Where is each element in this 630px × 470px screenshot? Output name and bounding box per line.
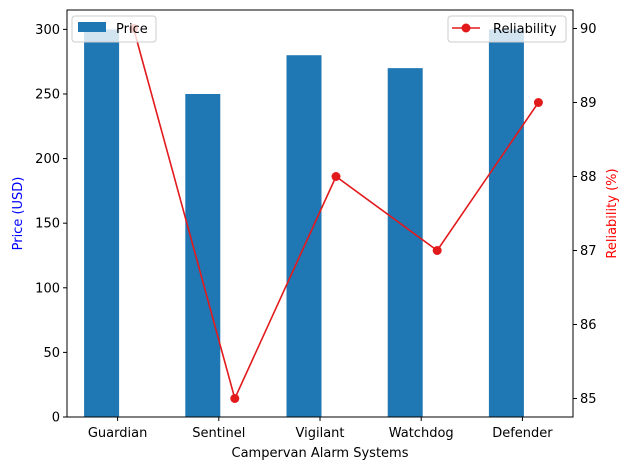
x-tick-label: Sentinel	[192, 426, 245, 441]
left-y-tick-label: 300	[35, 23, 60, 38]
right-y-tick-label: 86	[580, 318, 597, 333]
right-y-tick-label: 90	[580, 22, 597, 37]
reliability-point-vigilant	[331, 172, 341, 181]
reliability-legend-box	[447, 15, 567, 43]
x-tick-label: Watchdog	[389, 426, 454, 441]
reliability-point-sentinel	[230, 394, 240, 403]
reliability-legend-label: Reliability	[493, 22, 557, 37]
bar-watchdog	[387, 68, 423, 418]
left-y-axis-label: Price (USD)	[11, 177, 26, 251]
reliability-point-watchdog	[432, 246, 442, 255]
right-y-tick-label: 89	[580, 96, 597, 111]
left-y-tick-label: 200	[35, 152, 60, 167]
bar-sentinel	[185, 93, 221, 417]
price-legend: Price	[71, 15, 157, 43]
x-axis-ticks: Guardian Sentinel Vigilant Watchdog Defender	[88, 417, 553, 441]
left-y-axis-ticks: 0 50 100 150 200 250 300	[35, 23, 67, 426]
right-y-tick-label: 85	[580, 392, 597, 407]
x-axis-label: Campervan Alarm Systems	[232, 446, 409, 461]
right-y-tick-label: 87	[580, 244, 597, 259]
x-tick-label: Defender	[492, 426, 553, 441]
price-legend-swatch	[78, 22, 106, 32]
x-tick-label: Guardian	[88, 426, 147, 441]
price-legend-label: Price	[116, 22, 148, 37]
right-y-tick-label: 88	[580, 170, 597, 185]
reliability-legend: Reliability	[447, 15, 567, 43]
price-bars	[84, 29, 524, 418]
left-y-tick-label: 100	[35, 281, 60, 296]
bar-defender	[488, 29, 524, 418]
bar-guardian	[84, 29, 120, 418]
bar-vigilant	[286, 55, 322, 417]
left-y-tick-label: 0	[52, 411, 60, 426]
right-y-axis-ticks: 85 86 87 88 89 90	[573, 22, 597, 407]
right-y-axis-label: Reliability (%)	[605, 168, 620, 258]
left-y-tick-label: 250	[35, 87, 60, 102]
reliability-point-defender	[533, 98, 543, 107]
x-tick-label: Vigilant	[296, 426, 345, 441]
reliability-legend-marker	[461, 23, 471, 33]
left-y-tick-label: 50	[43, 346, 60, 361]
left-y-tick-label: 150	[35, 217, 60, 232]
